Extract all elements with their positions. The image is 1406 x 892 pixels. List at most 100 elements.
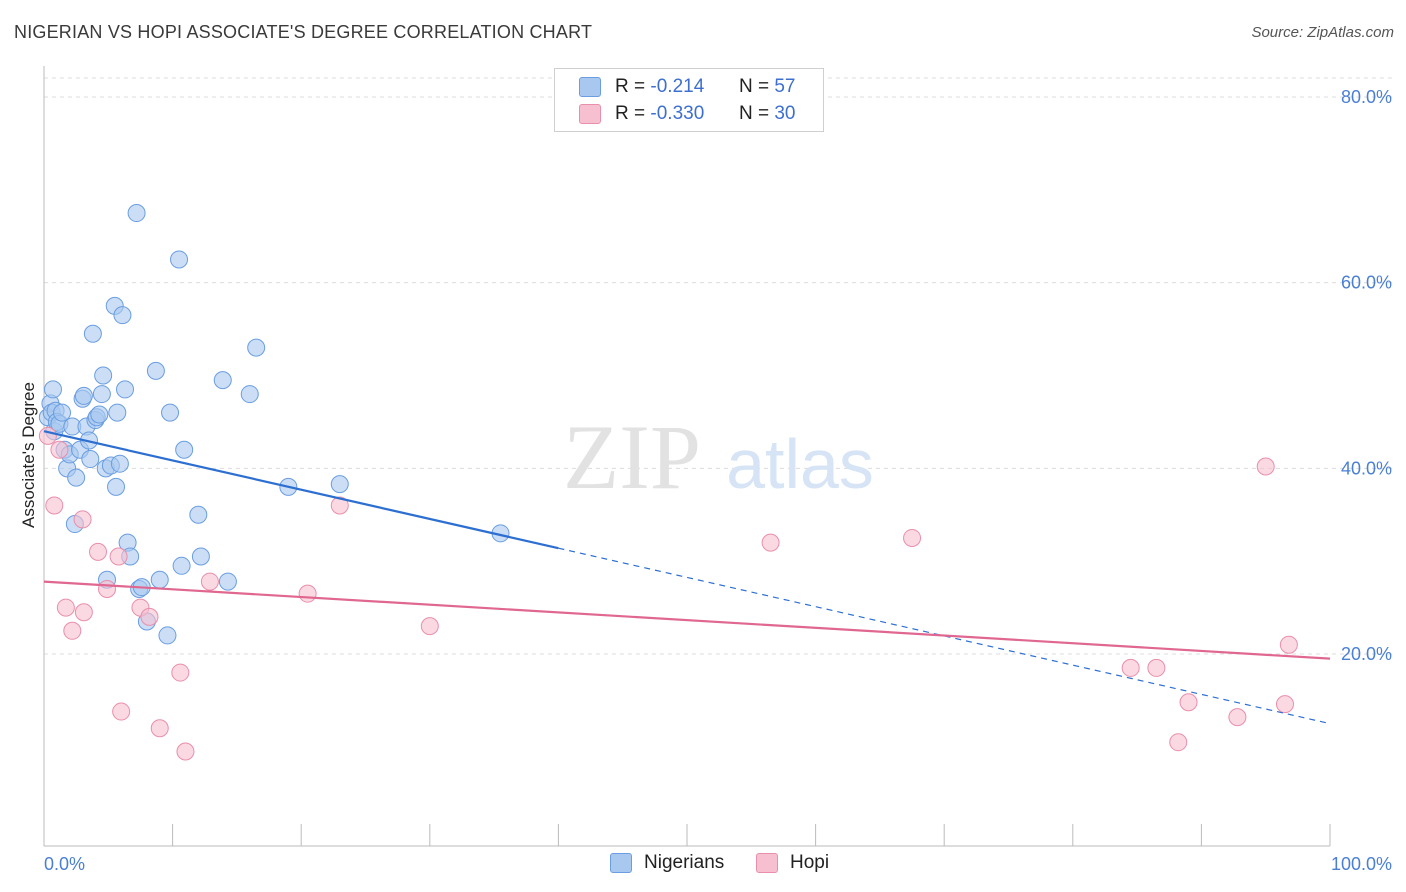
grid-lines (44, 77, 1392, 655)
hopi-point[interactable] (150, 719, 169, 738)
hopi-point[interactable] (298, 584, 317, 603)
hopi-point[interactable] (98, 580, 117, 599)
nigerians-point[interactable] (94, 366, 113, 385)
nigerians-point[interactable] (330, 475, 349, 494)
hopi-point[interactable] (1275, 695, 1294, 714)
hopi-points (38, 426, 1298, 761)
legend-label-hopi: Hopi (790, 852, 830, 873)
nigerians-points (38, 204, 510, 645)
watermark-zip: ZIP (563, 406, 701, 508)
hopi-point[interactable] (50, 440, 69, 459)
nigerians-point[interactable] (170, 250, 189, 269)
nigerians-point[interactable] (113, 306, 132, 325)
y-tick-labels: 20.0% 40.0% 60.0% 80.0% (1341, 87, 1392, 664)
hopi-point[interactable] (171, 663, 190, 682)
correlation-legend: R = -0.214 N = 57 R = -0.330 N = 30 (554, 68, 824, 132)
hopi-point[interactable] (420, 617, 439, 636)
nigerians-point[interactable] (146, 361, 165, 380)
hopi-point[interactable] (1121, 658, 1140, 677)
nigerians-point[interactable] (83, 324, 102, 343)
legend-item-hopi[interactable]: Hopi (756, 852, 829, 874)
nigerians-point[interactable] (189, 505, 208, 524)
nigerians-point[interactable] (107, 477, 126, 496)
nigerians-point[interactable] (108, 403, 127, 422)
hopi-point[interactable] (45, 496, 64, 515)
legend-r-value: -0.330 (650, 103, 705, 124)
nigerians-trend-line (43, 430, 559, 550)
y-tick-label: 60.0% (1341, 273, 1392, 293)
hopi-point[interactable] (1256, 457, 1275, 476)
nigerians-legend-swatch (610, 853, 632, 873)
nigerians-point[interactable] (81, 450, 100, 469)
hopi-trend-line (43, 580, 1331, 660)
hopi-point[interactable] (140, 607, 159, 626)
legend-item-nigerians[interactable]: Nigerians (610, 852, 724, 874)
hopi-point[interactable] (112, 702, 131, 721)
nigerians-point[interactable] (175, 440, 194, 459)
hopi-point[interactable] (1179, 693, 1198, 712)
legend-r-value: -0.214 (650, 76, 705, 97)
nigerians-point[interactable] (74, 386, 93, 405)
hopi-point[interactable] (1228, 708, 1247, 727)
watermark-atlas: atlas (726, 425, 874, 503)
nigerians-point[interactable] (53, 403, 72, 422)
hopi-point[interactable] (109, 547, 128, 566)
hopi-point[interactable] (89, 542, 108, 561)
nigerians-point[interactable] (240, 385, 259, 404)
series-legend: Nigerians Hopi (0, 852, 1406, 878)
hopi-point[interactable] (1147, 658, 1166, 677)
hopi-point[interactable] (63, 621, 82, 640)
hopi-point[interactable] (200, 572, 219, 591)
hopi-point[interactable] (176, 742, 195, 761)
nigerians-point[interactable] (150, 570, 169, 589)
hopi-point[interactable] (1279, 635, 1298, 654)
hopi-point[interactable] (56, 598, 75, 617)
nigerians-point[interactable] (116, 380, 135, 399)
nigerians-point[interactable] (110, 454, 129, 473)
nigerians-point[interactable] (67, 468, 86, 487)
axes (43, 66, 1331, 847)
nigerians-point[interactable] (218, 572, 237, 591)
hopi-swatch (579, 104, 601, 124)
nigerians-point[interactable] (92, 385, 111, 404)
legend-row-hopi: R = -0.330 N = 30 (579, 102, 795, 126)
y-tick-label: 80.0% (1341, 87, 1392, 107)
hopi-legend-swatch (756, 853, 778, 873)
legend-n-label: N = (738, 103, 770, 124)
source-label: Source: ZipAtlas.com (1251, 24, 1394, 41)
nigerians-swatch (579, 77, 601, 97)
nigerians-point[interactable] (158, 626, 177, 645)
legend-label-nigerians: Nigerians (644, 852, 725, 873)
legend-r-label: R = (615, 103, 646, 124)
x-tick-labels: 0.0% 100.0% (44, 854, 1392, 874)
x-tick-label-end: 100.0% (1331, 854, 1392, 874)
hopi-point[interactable] (74, 603, 93, 622)
y-tick-label: 20.0% (1341, 644, 1392, 664)
x-tick-label-start: 0.0% (44, 854, 85, 874)
legend-n-label: N = (738, 76, 770, 97)
hopi-point[interactable] (38, 426, 57, 445)
nigerians-point[interactable] (191, 547, 210, 566)
legend-n-value: 30 (774, 103, 796, 124)
nigerians-point[interactable] (90, 405, 109, 424)
nigerians-point[interactable] (127, 204, 146, 223)
watermark: ZIP atlas (563, 406, 874, 508)
legend-row-nigerians: R = -0.214 N = 57 (579, 75, 795, 99)
hopi-point[interactable] (73, 510, 92, 529)
hopi-point[interactable] (761, 533, 780, 552)
nigerians-point[interactable] (161, 403, 180, 422)
nigerians-point[interactable] (247, 338, 266, 357)
chart-title: NIGERIAN VS HOPI ASSOCIATE'S DEGREE CORR… (14, 22, 593, 42)
y-tick-label: 40.0% (1341, 458, 1392, 478)
nigerians-point[interactable] (172, 556, 191, 575)
legend-n-value: 57 (774, 76, 796, 97)
nigerians-point[interactable] (213, 371, 232, 390)
hopi-point[interactable] (1169, 733, 1188, 752)
nigerians-point[interactable] (44, 380, 63, 399)
hopi-point[interactable] (903, 528, 922, 547)
hopi-point[interactable] (330, 496, 349, 515)
legend-r-label: R = (615, 76, 646, 97)
y-axis-label: Associate's Degree (19, 382, 38, 528)
trend-lines (43, 430, 1331, 725)
